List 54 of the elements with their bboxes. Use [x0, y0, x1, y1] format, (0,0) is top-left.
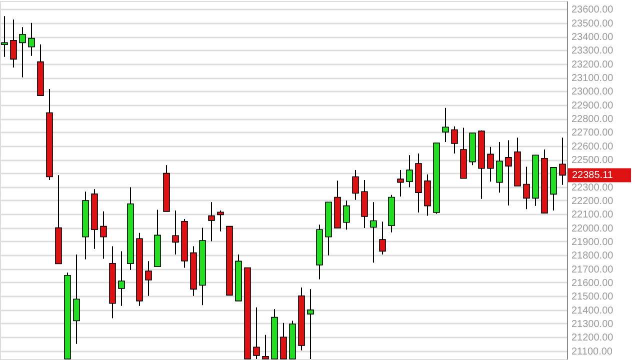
- text: 22385.11: [572, 170, 614, 182]
- candlestick: [118, 250, 125, 306]
- y-tick-label: 21600.00: [572, 278, 614, 289]
- candlestick: [523, 166, 530, 210]
- candlestick: [496, 142, 503, 194]
- y-tick-label: 23500.00: [572, 18, 614, 30]
- y-tick-label: 22600.00: [572, 141, 614, 152]
- candlestick: [451, 126, 458, 154]
- candlestick: [19, 26, 26, 78]
- y-tick-label: 22500.00: [572, 155, 614, 166]
- y-tick-label: 23400.00: [572, 32, 614, 44]
- y-tick-label: 21200.00: [572, 332, 614, 344]
- y-tick-label: 21700.00: [572, 264, 614, 276]
- candlestick: [379, 221, 386, 255]
- candlestick: [172, 210, 179, 255]
- candlestick: [1, 16, 8, 58]
- y-tick-label: 21900.00: [572, 236, 614, 248]
- y-tick-label: 23000.00: [572, 86, 614, 98]
- candlestick: [28, 22, 35, 56]
- candlestick: [262, 334, 269, 360]
- candlestick: [343, 200, 350, 230]
- y-tick-label: 22700.00: [572, 128, 614, 139]
- y-tick-label: 22000.00: [572, 223, 614, 234]
- candlestick: [280, 322, 287, 360]
- y-tick-label: 21800.00: [572, 250, 614, 262]
- candlestick: [253, 306, 260, 360]
- y-tick-label: 22100.00: [572, 210, 614, 221]
- y-tick-label: 23200.00: [572, 59, 614, 70]
- y-tick-label: 21500.00: [572, 292, 614, 303]
- y-tick-label: 21400.00: [572, 305, 614, 316]
- y-tick-label: 22200.00: [572, 196, 614, 207]
- candlestick: [406, 154, 413, 188]
- y-tick-label: 23300.00: [572, 46, 614, 57]
- y-tick-label: 21100.00: [572, 346, 613, 358]
- candlestick: [10, 18, 17, 68]
- candlestick: [73, 254, 80, 344]
- candlestick: [442, 107, 449, 143]
- candlestick: [352, 170, 359, 200]
- y-tick-label: 23100.00: [572, 73, 614, 84]
- candlestick: [145, 260, 152, 296]
- y-tick-label: 21300.00: [572, 318, 614, 330]
- candlestick: [505, 140, 512, 206]
- y-tick-label: 22900.00: [572, 100, 614, 112]
- candlestick: [559, 137, 566, 186]
- candlestick: [217, 210, 224, 232]
- candlestick: [487, 146, 494, 182]
- candlestick: [397, 170, 404, 198]
- candlestick: [100, 210, 107, 260]
- candlestick: [208, 202, 215, 242]
- y-tick-label: 22800.00: [572, 114, 614, 126]
- candlestick: [370, 202, 377, 264]
- y-tick-label: 23600.00: [572, 4, 614, 16]
- candlestick: [307, 288, 314, 360]
- y-tick-label: 22300.00: [572, 182, 614, 194]
